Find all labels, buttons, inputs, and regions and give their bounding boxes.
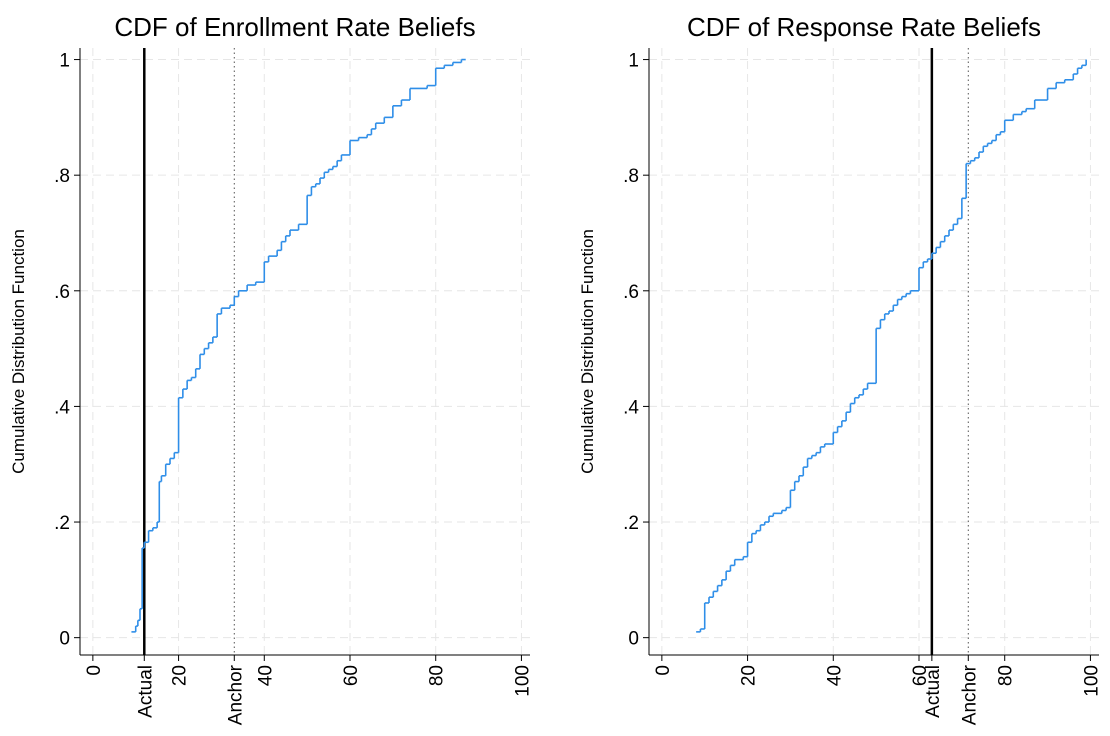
y-tick-label: .8: [54, 166, 70, 187]
y-tick-label: .2: [623, 513, 639, 534]
y-tick-label: 0: [59, 629, 70, 650]
x-tick-label: 80: [996, 665, 1017, 686]
y-tick-label: .2: [54, 513, 70, 534]
chart-title: CDF of Enrollment Rate Beliefs: [114, 12, 475, 42]
x-tick-label: Anchor: [225, 664, 246, 725]
y-tick-label: 1: [59, 51, 70, 72]
x-tick-label: 80: [427, 665, 448, 686]
x-tick-label: 60: [341, 665, 362, 686]
chart-panel: CDF of Enrollment Rate Beliefs Cumulative…: [9, 12, 533, 725]
x-tick-label: 60: [910, 665, 931, 686]
x-tick-label: 40: [824, 665, 845, 686]
y-axis-label: Cumulative Distribution Function: [9, 229, 28, 474]
y-tick-label: .4: [54, 397, 70, 418]
y-tick-label: 1: [628, 51, 639, 72]
y-tick-label: .4: [623, 397, 639, 418]
x-tick-label: Anchor: [959, 664, 980, 725]
x-tick-label: 20: [170, 665, 191, 686]
x-tick-label: Actual: [135, 665, 156, 718]
y-tick-label: 0: [628, 629, 639, 650]
y-tick-label: .6: [54, 282, 70, 303]
x-tick-label: 20: [739, 665, 760, 686]
y-tick-label: .6: [623, 282, 639, 303]
x-tick-label: 100: [512, 665, 533, 697]
chart-panel: CDF of Response Rate Beliefs Cumulative D…: [578, 12, 1102, 725]
x-tick-label: 0: [653, 665, 674, 676]
x-tick-label: 0: [84, 665, 105, 676]
y-tick-label: .8: [623, 166, 639, 187]
chart-title: CDF of Response Rate Beliefs: [687, 12, 1041, 42]
x-tick-label: 40: [255, 665, 276, 686]
y-axis-label: Cumulative Distribution Function: [578, 229, 597, 474]
x-tick-label: 100: [1081, 665, 1102, 697]
x-tick-label: Actual: [923, 665, 944, 718]
